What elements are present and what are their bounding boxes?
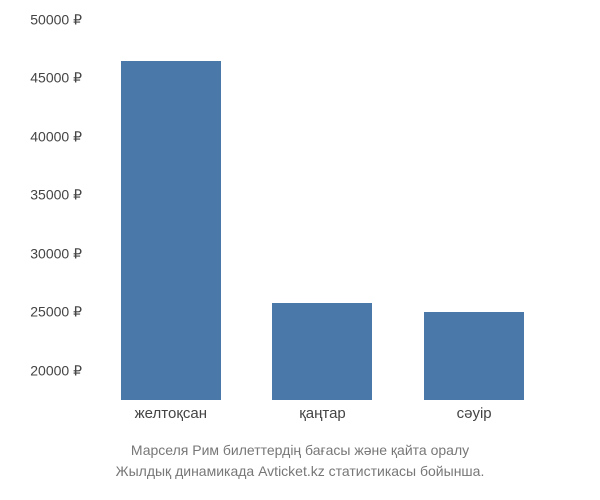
x-axis-labels: желтоқсан қаңтар сәуір bbox=[95, 405, 550, 422]
y-tick-label: 35000 ₽ bbox=[30, 187, 82, 204]
x-tick-label: сәуір bbox=[424, 405, 524, 422]
bar bbox=[121, 61, 221, 400]
x-tick-label: қаңтар bbox=[272, 405, 372, 422]
caption-line-2: Жылдық динамикада Avticket.kz статистика… bbox=[0, 461, 600, 482]
chart-container: 20000 ₽ 25000 ₽ 30000 ₽ 35000 ₽ 40000 ₽ 45000… bbox=[0, 0, 600, 500]
y-axis: 20000 ₽ 25000 ₽ 30000 ₽ 35000 ₽ 40000 ₽ 45000… bbox=[0, 20, 90, 400]
caption-line-1: Марселя Рим билеттердің бағасы және қайт… bbox=[0, 440, 600, 461]
y-tick-label: 25000 ₽ bbox=[30, 304, 82, 321]
y-tick-label: 40000 ₽ bbox=[30, 128, 82, 145]
x-tick-label: желтоқсан bbox=[121, 405, 221, 422]
plot-area bbox=[95, 20, 550, 400]
y-tick-label: 20000 ₽ bbox=[30, 362, 82, 379]
y-tick-label: 50000 ₽ bbox=[30, 12, 82, 29]
y-tick-label: 30000 ₽ bbox=[30, 245, 82, 262]
y-tick-label: 45000 ₽ bbox=[30, 70, 82, 87]
bars-group bbox=[95, 20, 550, 400]
bar bbox=[424, 312, 524, 400]
chart-caption: Марселя Рим билеттердің бағасы және қайт… bbox=[0, 440, 600, 482]
bar bbox=[272, 303, 372, 400]
